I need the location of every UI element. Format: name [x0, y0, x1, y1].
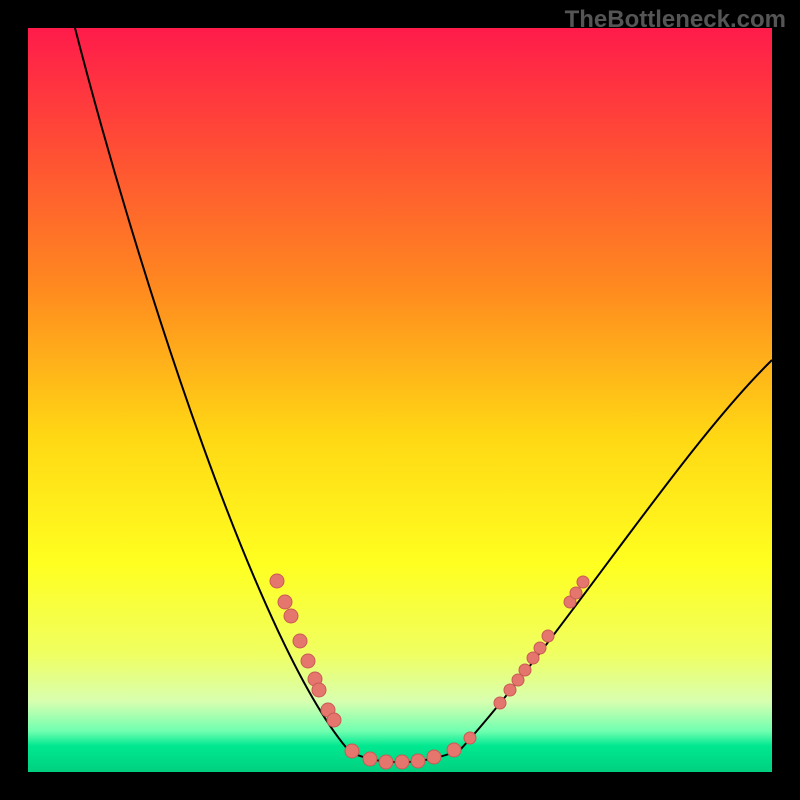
data-dot — [270, 574, 284, 588]
chart-container: TheBottleneck.com — [0, 0, 800, 800]
watermark-label: TheBottleneck.com — [565, 6, 786, 34]
data-dot — [395, 755, 409, 769]
data-dot — [427, 750, 441, 764]
data-dot — [411, 754, 425, 768]
data-dot — [570, 587, 582, 599]
data-dot — [577, 576, 589, 588]
data-dot — [379, 755, 393, 769]
gradient-background — [28, 28, 772, 772]
data-dot — [278, 595, 292, 609]
data-dot — [345, 744, 359, 758]
data-dot — [363, 752, 377, 766]
data-dot — [542, 630, 554, 642]
data-dot — [519, 664, 531, 676]
data-dot — [447, 743, 461, 757]
data-dot — [327, 713, 341, 727]
data-dot — [534, 642, 546, 654]
data-dot — [284, 609, 298, 623]
data-dot — [312, 683, 326, 697]
data-dot — [464, 732, 476, 744]
data-dot — [301, 654, 315, 668]
data-dot — [293, 634, 307, 648]
bottleneck-curve-chart — [0, 0, 800, 800]
data-dot — [504, 684, 516, 696]
data-dot — [494, 697, 506, 709]
